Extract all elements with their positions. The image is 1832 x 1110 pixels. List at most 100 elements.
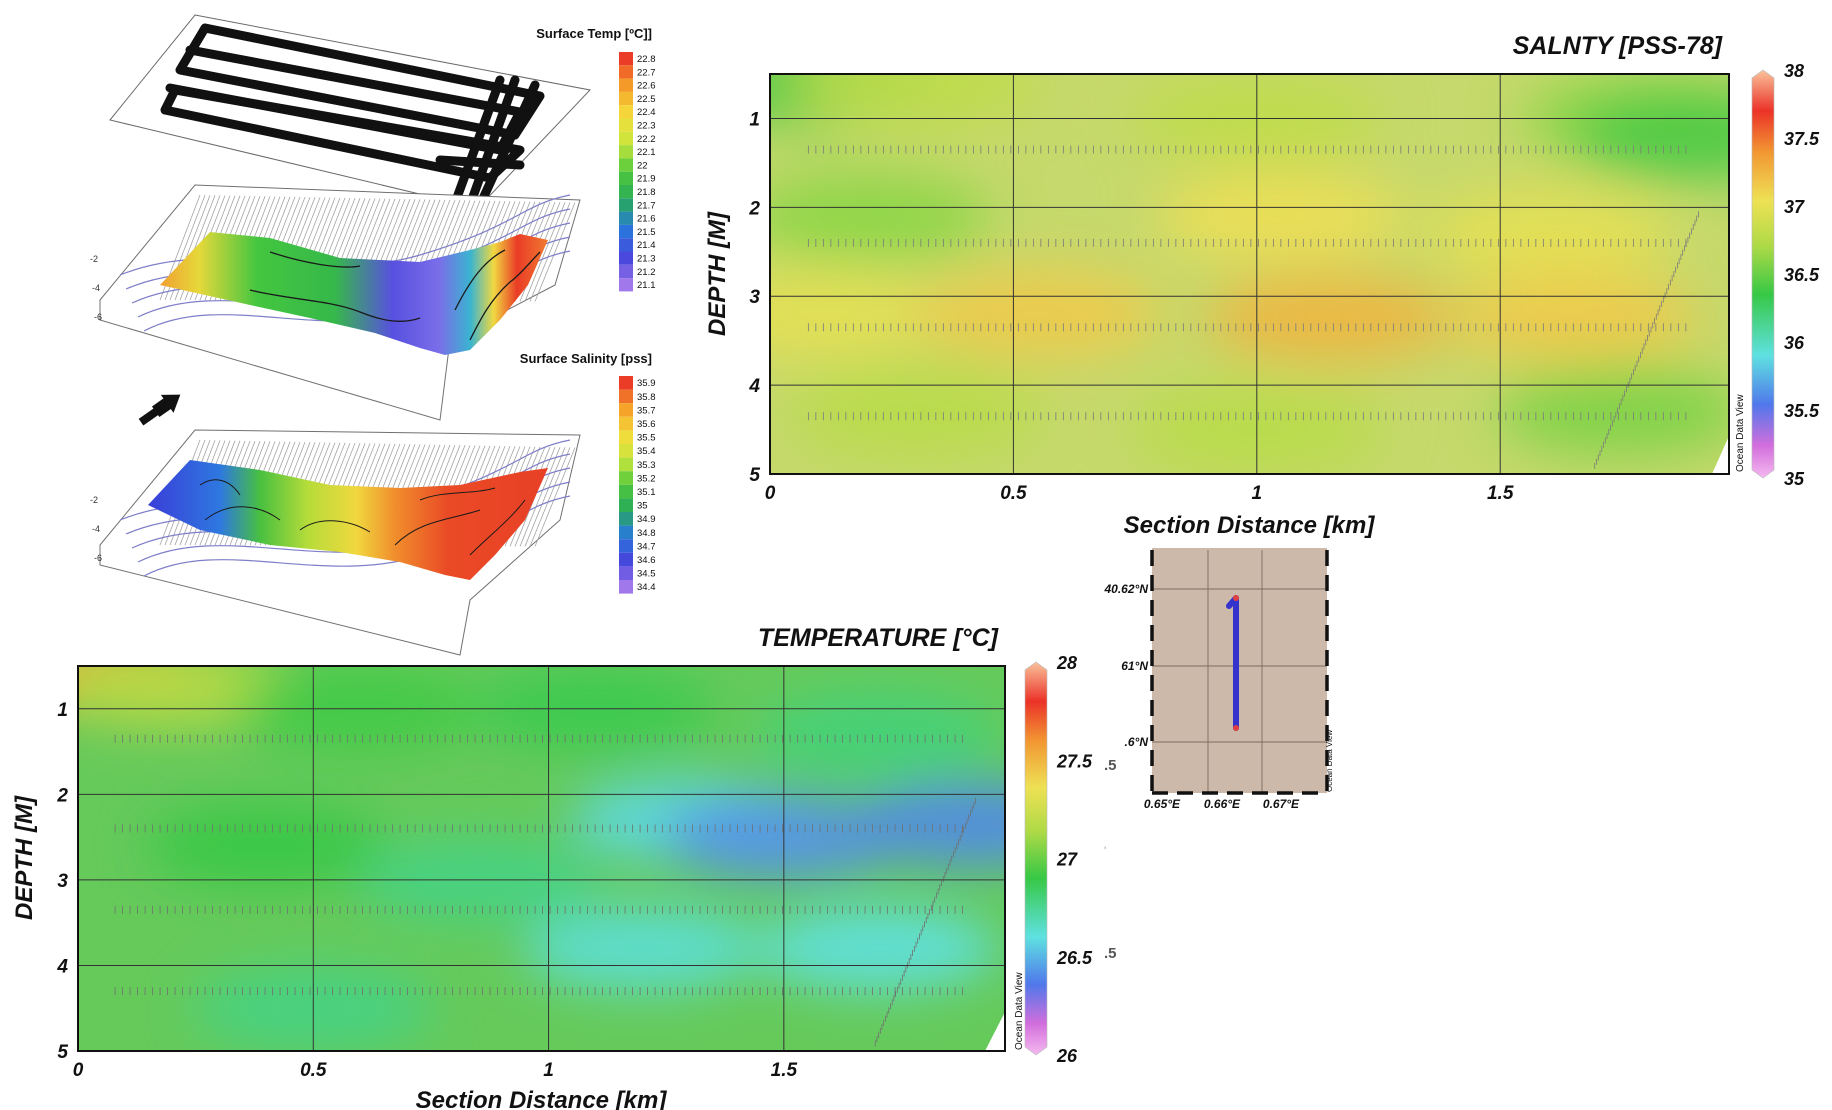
colorbar-swatch [619,264,633,279]
map-x-tick-label: 0.66°E [1204,797,1241,811]
field-feature [1424,190,1674,278]
colorbar-tick-label: 21.2 [637,267,656,278]
depth-tick-label: -6 [94,312,102,322]
y-tick-label: 4 [748,376,760,397]
colorbar-tick-label: 35.8 [637,392,656,403]
colorbar-swatch [619,278,633,292]
colorbar-swatch [619,444,633,458]
map-background [1152,548,1327,793]
colorbar-swatch [619,403,633,417]
y-tick-label: 2 [56,785,68,806]
colorbar-tick-label: 21.6 [637,214,656,225]
y-tick-label: 2 [748,198,760,219]
colorbar-swatch [619,105,633,119]
colorbar-swatch [619,512,633,526]
colorbar-tick-label: 35.4 [637,446,656,457]
field-feature [757,692,999,777]
salinity-section-chart: SALNTY [PSS-78] 0 0.5 1 1.5 1 2 3 4 5 Section D… [704,32,1820,539]
colorbar-tick-label: 22 [637,160,648,171]
y-tick-label: 5 [749,465,760,486]
field-feature [770,172,992,261]
salinity-chart-title: SALNTY [PSS-78] [1513,32,1724,60]
temperature-colorbar: 26 26.5 27 27.5 28 [1024,653,1093,1066]
field-feature [78,666,293,730]
colorbar-swatch [619,171,633,185]
salinity-watermark: Ocean Data View [1735,394,1746,472]
station-marker [1233,595,1239,601]
colorbar-swatch [619,65,633,79]
temperature-plot-frame [77,665,1006,1052]
map-y-tick-label: 61°N [1121,659,1148,673]
colorbar-tick-label: 22.8 [637,54,656,65]
salinity-x-ticks: 0 0.5 1 1.5 [765,483,1514,504]
field-feature [757,905,999,991]
colorbar-swatch [619,145,633,159]
temperature-watermark: Ocean Data View [1014,972,1025,1050]
colorbar-tick-label: 34.8 [637,528,656,539]
x-tick-label: 1.5 [771,1060,798,1081]
3d-surface-composite: -2-4-6 -2-4-6 N Surface Temp [º [90,14,656,656]
colorbar-tick-label: 26 [1056,1046,1078,1066]
colorbar-swatch [619,416,633,431]
colorbar-swatch [619,457,633,472]
y-tick-label: 3 [57,871,68,892]
temperature-x-ticks: 0 0.5 1 1.5 [73,1060,798,1081]
field-feature [913,270,1163,358]
depth-tick-label: -2 [90,254,98,264]
colorbar-tick-label: 35.7 [637,405,656,416]
depth-tick-label: -2 [90,495,98,505]
bathymetry-hatch [524,447,566,547]
field-feature [791,74,1041,127]
salinity-y-ticks: 1 2 3 4 5 [748,109,760,486]
colorbar-swatch [619,118,633,132]
colorbar-tick-label: 22.7 [637,67,656,78]
bathymetry-hatch [524,202,566,302]
colorbar-swatch [619,471,633,485]
colorbar-tick-label: 26.5 [1056,948,1093,968]
colorbar-swatch [619,484,633,499]
colorbar-tick-label: 35.9 [637,378,656,389]
colorbar-ramp [1024,661,1048,1056]
colorbar-tick-label: 35.5 [637,433,656,444]
field-feature [1205,274,1455,363]
colorbar-tick-label: 21.3 [637,253,656,264]
colorbar-swatch [619,251,633,265]
salinity-surface-patch [148,460,548,580]
colorbar-tick-label: 35.1 [637,487,656,498]
bathymetry-hatch [519,447,561,547]
colorbar-tick-label: 21.4 [637,240,656,251]
salinity-sample-marks [807,145,1699,469]
y-tick-label: 4 [56,956,68,977]
colorbar-tick-label: 22.5 [637,94,656,105]
y-tick-label: 1 [57,700,68,721]
x-tick-label: 0.5 [1000,483,1027,504]
map-y-tick-label: 40.62°N [1104,582,1149,596]
temperature-chart-title: TEMPERATURE [°C] [758,624,1000,652]
x-tick-label: 1 [1252,483,1263,504]
survey-track-plane [109,14,591,210]
bathymetry-hatch [529,447,571,547]
field-feature [1570,92,1729,181]
colorbar-tick-label: 27 [1056,850,1078,870]
temperature-section-chart: TEMPERATURE [°C] 0 0.5 1 1.5 1 2 3 4 5 Section … [11,624,1117,1110]
colorbar-swatch [619,430,633,444]
colorbar-swatch [619,566,633,580]
station-map-inset: 0.65°E 0.66°E 0.67°E 40.62°N 61°N .6°N Ocean… [1104,548,1334,811]
temperature-sample-marks [114,734,976,1047]
station-track [1226,595,1239,731]
colorbar-tick-label: 22.1 [637,147,656,158]
surface-salinity-colorbar: Surface Salinity [pss] 35.9 35.8 35.7 35.6 3… [520,351,656,594]
salinity-plot-frame [769,73,1730,475]
stray-label-b: .5 [1104,945,1117,962]
y-tick-label: 5 [57,1042,68,1063]
temperature-surface-block: -2 -4 -6 [90,184,581,421]
colorbar-tick-label: 34.6 [637,555,656,566]
colorbar-tick-label: 21.8 [637,187,656,198]
colorbar-tick-label: 34.5 [637,569,656,580]
colorbar-swatch [619,198,633,212]
colorbar-tick-label: 22.6 [637,81,656,92]
salinity-surface-block: -2 -4 -6 [90,429,581,656]
salinity-y-axis-title: DEPTH [M] [704,211,731,336]
colorbar-ramp [1751,69,1775,479]
x-tick-label: 1 [543,1060,554,1081]
